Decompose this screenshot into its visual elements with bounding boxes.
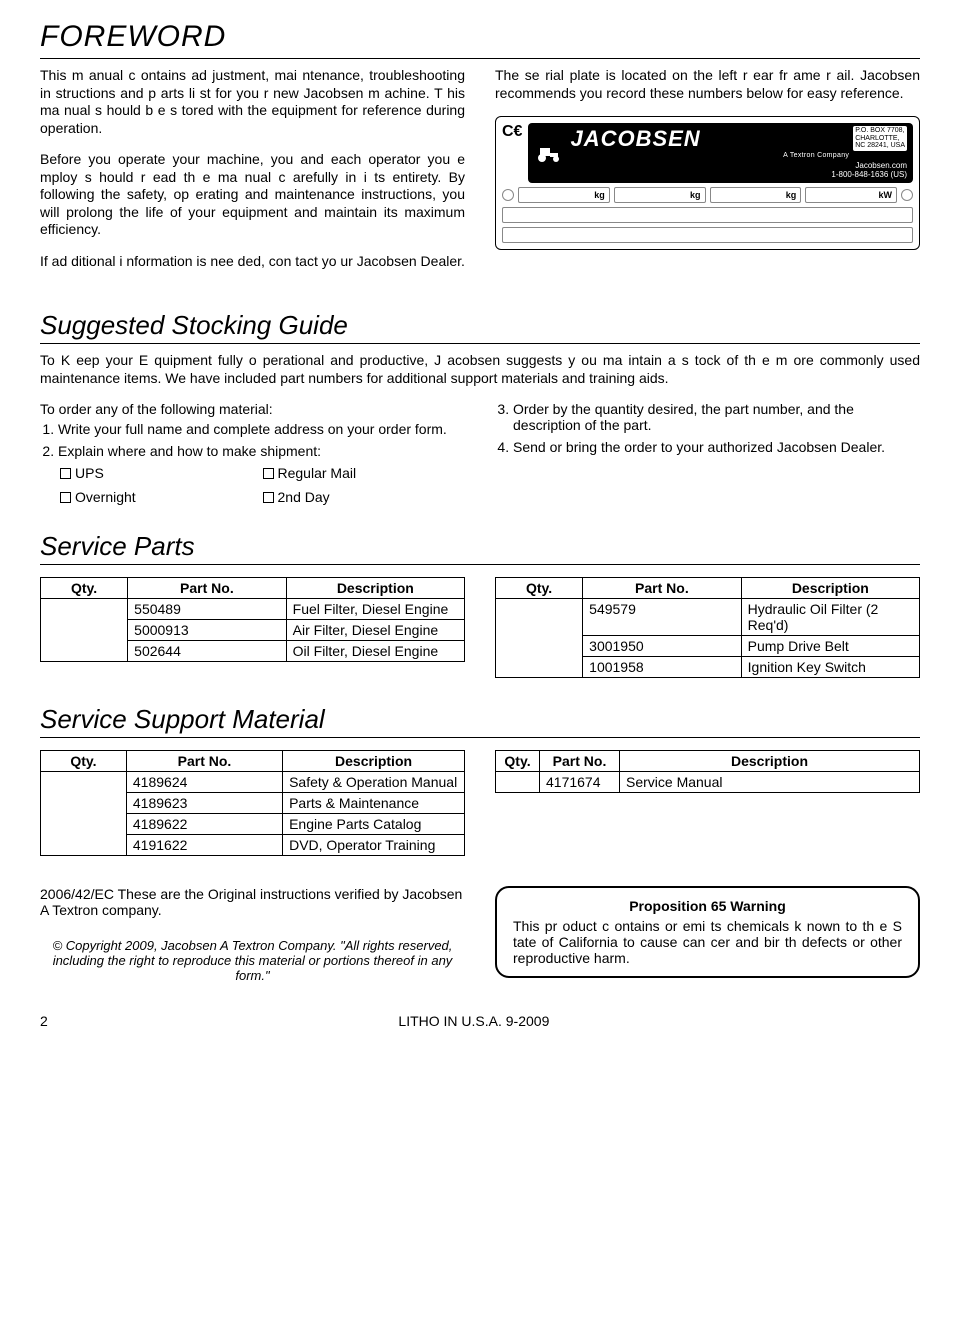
plate-addr3: NC 28241, USA xyxy=(855,142,905,150)
plate-addr2: CHARLOTTE, xyxy=(855,135,905,143)
prop65-body: This pr oduct c ontains or emi ts chemic… xyxy=(513,918,902,966)
th-desc: Description xyxy=(283,751,465,772)
cell-desc: Pump Drive Belt xyxy=(741,636,919,657)
foreword-serial-text: The se rial plate is located on the left… xyxy=(495,67,920,102)
checkbox-ups[interactable] xyxy=(60,468,71,479)
order-step-3: Order by the quantity desired, the part … xyxy=(513,401,920,433)
service-parts-heading: Service Parts xyxy=(40,531,920,562)
th-partno: Part No. xyxy=(583,578,741,599)
stocking-intro: To K eep your E quipment fully o peratio… xyxy=(40,352,920,387)
ship-ups: UPS xyxy=(75,465,104,481)
checkbox-2nd-day[interactable] xyxy=(263,492,274,503)
table-row: 4189624 Safety & Operation Manual xyxy=(41,772,465,793)
th-qty: Qty. xyxy=(496,751,540,772)
th-qty: Qty. xyxy=(41,578,128,599)
plate-hole-left-icon xyxy=(502,189,514,201)
copyright-text: © Copyright 2009, Jacobsen A Textron Com… xyxy=(40,938,465,983)
cell-desc: Engine Parts Catalog xyxy=(283,814,465,835)
th-partno: Part No. xyxy=(540,751,620,772)
plate-long-slot-1 xyxy=(502,207,913,223)
table-row: 549579 Hydraulic Oil Filter (2 Req'd) xyxy=(496,599,920,636)
plate-web: Jacobsen.com xyxy=(855,161,907,170)
stocking-heading: Suggested Stocking Guide xyxy=(40,310,920,341)
cell-desc: Ignition Key Switch xyxy=(741,657,919,678)
cell-desc: Oil Filter, Diesel Engine xyxy=(286,641,464,662)
foreword-rule xyxy=(40,58,920,59)
cell-pn: 550489 xyxy=(128,599,286,620)
cell-desc: Safety & Operation Manual xyxy=(283,772,465,793)
checkbox-overnight[interactable] xyxy=(60,492,71,503)
page-number: 2 xyxy=(40,1013,48,1029)
service-parts-table-left: Qty. Part No. Description 550489 Fuel Fi… xyxy=(40,577,465,662)
ship-2nd-day: 2nd Day xyxy=(278,489,330,505)
th-partno: Part No. xyxy=(128,578,286,599)
stocking-rule xyxy=(40,343,920,344)
support-material-table-left: Qty. Part No. Description 4189624 Safety… xyxy=(40,750,465,856)
cell-desc: Air Filter, Diesel Engine xyxy=(286,620,464,641)
support-material-heading: Service Support Material xyxy=(40,704,920,735)
cell-pn: 1001958 xyxy=(583,657,741,678)
checkbox-regular-mail[interactable] xyxy=(263,468,274,479)
cell-desc: Fuel Filter, Diesel Engine xyxy=(286,599,464,620)
prop65-title: Proposition 65 Warning xyxy=(513,898,902,914)
th-desc: Description xyxy=(620,751,920,772)
th-qty: Qty. xyxy=(41,751,127,772)
cell-pn: 4171674 xyxy=(540,772,620,793)
serial-plate: C€ JACOBSEN xyxy=(495,116,920,250)
cell-pn: 3001950 xyxy=(583,636,741,657)
foreword-p2: Before you operate your machine, you and… xyxy=(40,151,465,239)
tractor-icon xyxy=(534,143,564,163)
cell-pn: 4189623 xyxy=(126,793,282,814)
foreword-heading: FOREWORD xyxy=(40,20,920,54)
cell-pn: 4191622 xyxy=(126,835,282,856)
plate-hole-right-icon xyxy=(901,189,913,201)
ce-mark-icon: C€ xyxy=(502,123,522,141)
plate-subbrand: A Textron Company xyxy=(570,152,849,159)
ship-overnight: Overnight xyxy=(75,489,136,505)
prop65-box: Proposition 65 Warning This pr oduct c o… xyxy=(495,886,920,978)
th-qty: Qty. xyxy=(496,578,583,599)
cell-pn: 549579 xyxy=(583,599,741,636)
plate-address: P.O. BOX 7708, CHARLOTTE, NC 28241, USA xyxy=(853,126,907,151)
th-desc: Description xyxy=(741,578,919,599)
plate-phone: 1-800-848-1636 (US) xyxy=(831,170,907,179)
support-material-table-right: Qty. Part No. Description 4171674 Servic… xyxy=(495,750,920,793)
order-step-4: Send or bring the order to your authoriz… xyxy=(513,439,920,455)
cell-pn: 5000913 xyxy=(128,620,286,641)
support-material-rule xyxy=(40,737,920,738)
plate-slot-kw: kW xyxy=(805,187,897,203)
cell-pn: 502644 xyxy=(128,641,286,662)
cell-desc: Service Manual xyxy=(620,772,920,793)
plate-long-slot-2 xyxy=(502,227,913,243)
cell-pn: 4189622 xyxy=(126,814,282,835)
plate-slot-kg2: kg xyxy=(614,187,706,203)
table-row: 4171674 Service Manual xyxy=(496,772,920,793)
plate-brand: JACOBSEN xyxy=(570,126,849,152)
foreword-p1: This m anual c ontains ad justment, mai … xyxy=(40,67,465,137)
table-row: 550489 Fuel Filter, Diesel Engine xyxy=(41,599,465,620)
service-parts-rule xyxy=(40,564,920,565)
compliance-text: 2006/42/EC These are the Original instru… xyxy=(40,886,465,918)
cell-desc: DVD, Operator Training xyxy=(283,835,465,856)
order-lead: To order any of the following material: xyxy=(40,401,465,417)
service-parts-table-right: Qty. Part No. Description 549579 Hydraul… xyxy=(495,577,920,678)
th-partno: Part No. xyxy=(126,751,282,772)
plate-addr1: P.O. BOX 7708, xyxy=(855,127,905,135)
cell-desc: Parts & Maintenance xyxy=(283,793,465,814)
cell-desc: Hydraulic Oil Filter (2 Req'd) xyxy=(741,599,919,636)
th-desc: Description xyxy=(286,578,464,599)
litho-text: LITHO IN U.S.A. 9-2009 xyxy=(48,1013,900,1029)
order-step-2: Explain where and how to make shipment: xyxy=(58,443,465,459)
plate-slot-kg1: kg xyxy=(518,187,610,203)
foreword-p3: If ad ditional i nformation is nee ded, … xyxy=(40,253,465,271)
plate-slot-kg3: kg xyxy=(710,187,802,203)
ship-regular-mail: Regular Mail xyxy=(278,465,357,481)
cell-pn: 4189624 xyxy=(126,772,282,793)
order-step-1: Write your full name and complete addres… xyxy=(58,421,465,437)
